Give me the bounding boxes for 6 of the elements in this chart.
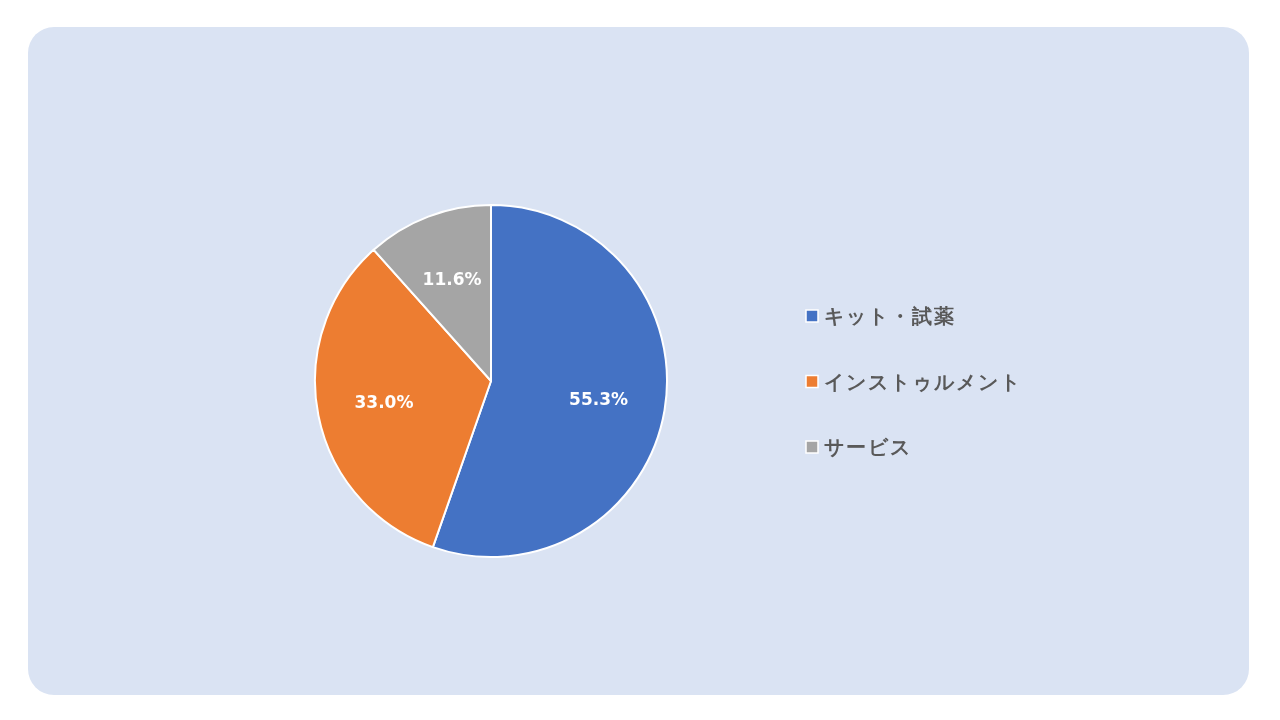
legend-label: インストゥルメント	[824, 369, 1022, 394]
data-label: 55.3%	[569, 389, 629, 410]
data-label: 11.6%	[422, 269, 482, 290]
data-label: 33.0%	[354, 392, 414, 413]
legend-label: キット・試薬	[824, 304, 956, 328]
legend-label: サービス	[824, 435, 912, 459]
